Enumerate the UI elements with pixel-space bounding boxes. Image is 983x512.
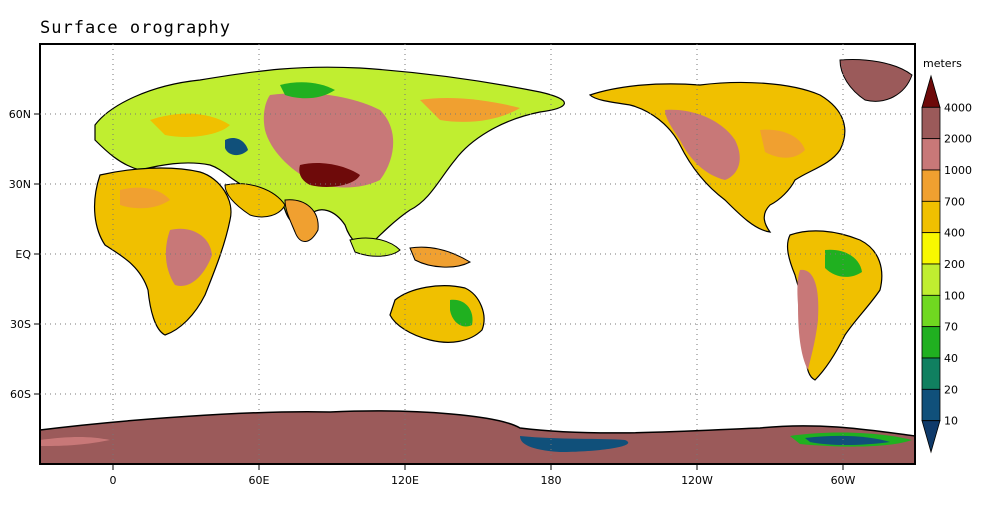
colorbar-level-label: 700 <box>944 195 965 208</box>
colorbar-box <box>921 357 941 390</box>
colorbar-box <box>921 388 941 422</box>
gridlines <box>40 44 915 464</box>
colorbar-unit-label: meters <box>923 57 962 70</box>
maritime-asia <box>349 237 472 268</box>
tick-marks <box>34 113 844 470</box>
x-label-120w: 120W <box>681 474 713 487</box>
x-label-60w: 60W <box>831 474 856 487</box>
colorbar-level-label: 100 <box>944 289 965 302</box>
colorbar-level-label: 10 <box>944 415 958 428</box>
colorbar-box <box>921 106 941 140</box>
south-asia <box>224 183 319 242</box>
colorbar-box <box>921 326 941 359</box>
y-label-60s: 60S <box>10 388 31 401</box>
colorbar-box <box>921 294 941 328</box>
x-label-120e: 120E <box>391 474 419 487</box>
australia <box>389 285 485 343</box>
colorbar-level-label: 4000 <box>944 101 972 114</box>
colorbar-box <box>921 232 941 265</box>
colorbar-level-label: 1000 <box>944 164 972 177</box>
africa <box>94 167 232 336</box>
x-label-0: 0 <box>110 474 117 487</box>
y-label-60n: 60N <box>9 108 31 121</box>
x-label-180: 180 <box>541 474 562 487</box>
colorbar-box <box>921 263 941 296</box>
colorbar-box <box>921 169 941 202</box>
colorbar-level-label: 200 <box>944 258 965 271</box>
colorbar-level-label: 40 <box>944 352 958 365</box>
north-america <box>588 59 913 233</box>
y-label-30s: 30S <box>10 318 31 331</box>
colorbar-level-label: 70 <box>944 321 958 334</box>
colorbar-box <box>921 200 941 234</box>
colorbar-level-label: 20 <box>944 383 958 396</box>
colorbar-level-label: 400 <box>944 227 965 240</box>
y-label-eq: EQ <box>15 248 31 261</box>
colorbar-boxes <box>921 74 941 454</box>
colorbar-box <box>921 74 941 108</box>
colorbar-box <box>921 138 941 171</box>
colorbar-level-label: 2000 <box>944 133 972 146</box>
map-title: Surface orography <box>40 18 231 38</box>
colorbar-box <box>921 420 941 454</box>
x-label-60e: 60E <box>249 474 270 487</box>
eurasia <box>94 66 565 247</box>
south-america <box>786 230 883 381</box>
y-label-30n: 30N <box>9 178 31 191</box>
colorbar-labels: 4000 2000 1000 700 400 200 100 70 40 20 10 <box>944 101 972 427</box>
